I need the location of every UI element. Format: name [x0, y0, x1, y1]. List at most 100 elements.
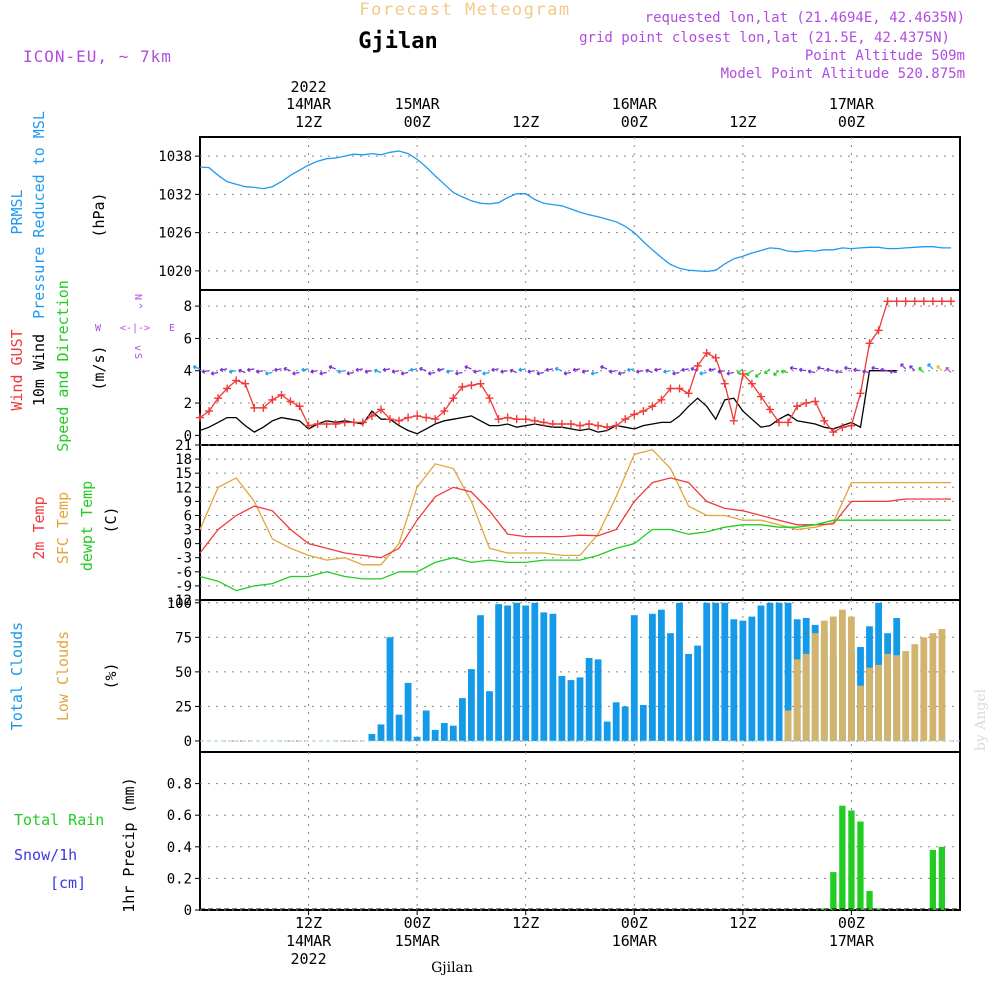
wind-arrow: [681, 367, 689, 373]
precip-bar: [848, 810, 855, 910]
gust-marker: [458, 382, 467, 391]
wind-arrow: [482, 371, 490, 376]
gust-marker: [259, 403, 268, 412]
compass-w: W: [95, 323, 102, 334]
wind-arrow: [608, 369, 617, 374]
low-cloud-bar: [929, 633, 937, 741]
wind-arrow: [918, 367, 925, 373]
low-cloud-bar: [893, 655, 901, 741]
wind-arrow: [419, 366, 427, 372]
total-cloud-bar: [531, 602, 539, 741]
dewpt-label: dewpt Temp: [78, 481, 96, 571]
low-cloud-bar: [884, 653, 891, 741]
gust-marker: [928, 297, 937, 306]
wind-arrow: [927, 363, 934, 370]
wind-arrow: [699, 371, 707, 376]
y-tick-label: 0: [184, 537, 192, 553]
total-cloud-bar: [513, 602, 521, 741]
wind-arrow: [464, 365, 472, 370]
compass-s: S: [132, 353, 143, 359]
gust-marker: [322, 420, 331, 429]
low-cloud-bar: [902, 651, 910, 741]
top-hour-label: 12Z: [295, 113, 322, 131]
low-cloud-bar: [938, 629, 946, 741]
low-cloud-bar: [866, 667, 873, 741]
low-cloud-bar: [839, 609, 846, 741]
gust-marker: [367, 411, 376, 420]
gust-marker: [512, 415, 521, 424]
top-hour-label: 12Z: [729, 113, 756, 131]
panel-precipitation: 0 0.2 0.4 0.6 0.8: [167, 751, 961, 919]
gust-marker: [521, 415, 530, 424]
t2m-label: 2m Temp: [30, 496, 48, 559]
wind-arrow: [844, 365, 852, 371]
chart-panels: 102010261032103802468-12-9-6-30369121518…: [158, 136, 961, 919]
gust-marker: [196, 413, 204, 422]
gust-marker: [919, 297, 928, 306]
wind-arrow: [491, 367, 499, 373]
y-tick-label: 75: [175, 630, 192, 646]
total-cloud-bar: [504, 605, 511, 741]
top-date-label: 16MAR: [612, 95, 658, 113]
gust-marker: [657, 395, 666, 404]
wind-arrow: [364, 369, 373, 374]
temp-unit: (C): [102, 506, 120, 533]
precip-bar: [857, 821, 864, 910]
wind-arrow: [773, 370, 780, 376]
panel-clouds: 0 25 50 75 100: [167, 596, 961, 753]
y-tick-label: 6: [184, 508, 192, 524]
compass-s-arrow: v: [132, 345, 143, 351]
gust-marker: [666, 384, 675, 393]
total-cloud-bar: [630, 615, 638, 741]
total-cloud-bar: [422, 710, 430, 741]
total-cloud-bar: [386, 637, 394, 741]
gust-marker: [594, 421, 603, 430]
gust-marker: [205, 407, 214, 416]
wind-arrow: [373, 368, 382, 374]
gust-marker: [485, 394, 494, 403]
wind-arrow: [246, 367, 255, 373]
wind-line: [199, 370, 897, 435]
gust-marker: [413, 411, 422, 420]
bottom-hour-label: 12Z: [295, 914, 322, 932]
sfc-temp-line: [199, 448, 951, 566]
gust-marker: [829, 428, 838, 437]
total-cloud-bar: [486, 691, 493, 741]
total-cloud-bar: [549, 613, 557, 741]
gust-marker: [820, 416, 829, 425]
total-cloud-bar: [658, 609, 665, 741]
time-axis: 202214MAR12Z12Z14MAR202215MAR00Z00Z15MAR…: [286, 78, 875, 968]
bottom-hour-label: 00Z: [838, 914, 865, 932]
gust-marker: [223, 384, 232, 393]
wind-arrow: [292, 371, 300, 376]
y-tick-label: 8: [184, 299, 192, 315]
gust-marker: [621, 415, 630, 424]
top-hour-label: 00Z: [404, 113, 431, 131]
grid-coords: grid point closest lon,lat (21.5E, 42.43…: [579, 30, 950, 46]
y-tick-label: 0: [184, 903, 192, 919]
compass-icon: N ^ W <-|-> E v S: [95, 294, 175, 359]
gust-marker: [892, 297, 901, 306]
snow-unit: [cm]: [50, 874, 86, 892]
y-tick-label: 4: [184, 364, 192, 380]
gust-marker: [358, 418, 367, 427]
wind-arrow: [690, 366, 698, 372]
wind-arrow: [708, 367, 716, 373]
total-cloud-bar: [576, 677, 584, 741]
total-cloud-bar: [739, 620, 747, 741]
wind-arrow: [909, 365, 916, 372]
total-cloud-bar: [712, 602, 720, 741]
wind-arrow: [835, 369, 843, 374]
y-tick-label: 1020: [158, 264, 192, 280]
top-year-label: 2022: [291, 78, 327, 96]
gust-marker: [811, 397, 820, 406]
total-cloud-bar: [567, 680, 575, 741]
gust-marker: [241, 379, 250, 388]
y-tick-label: 25: [175, 699, 192, 715]
wind10-label: 10m Wind: [30, 334, 48, 406]
y-tick-label: 2: [184, 396, 192, 412]
y-tick-label: 1038: [158, 149, 192, 165]
gust-marker: [268, 395, 277, 404]
gust-marker: [630, 410, 639, 419]
